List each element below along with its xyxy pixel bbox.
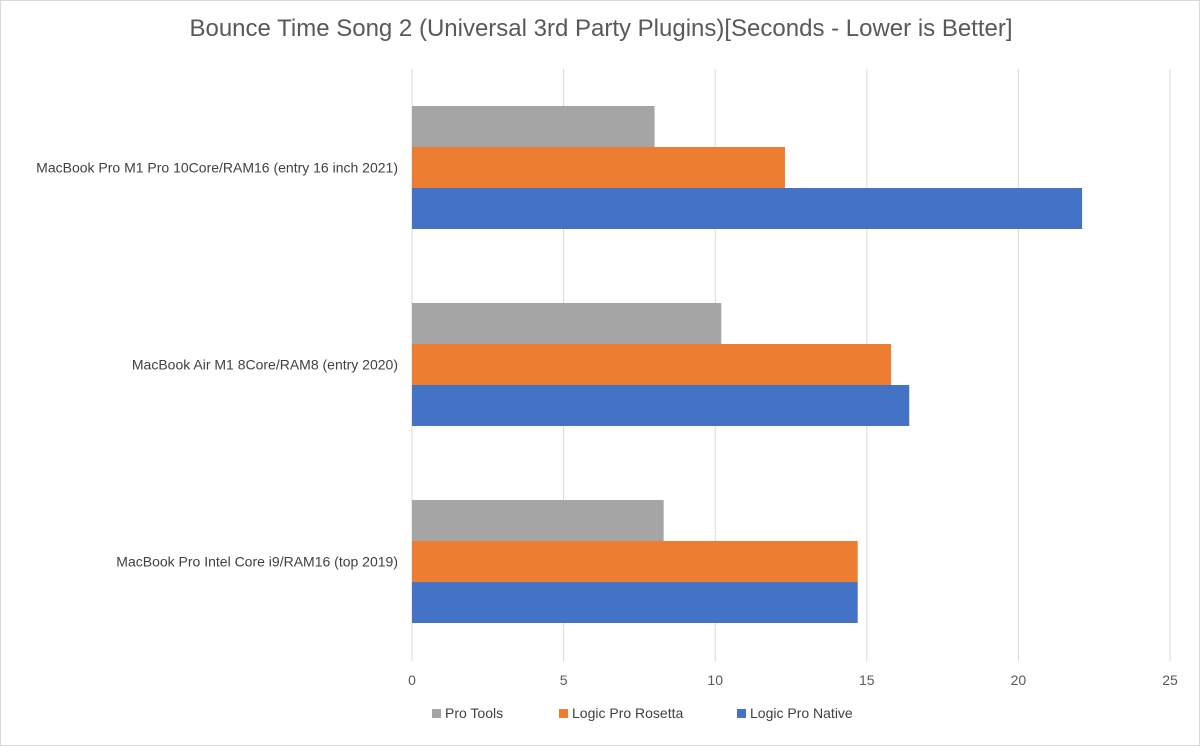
x-tick-label: 5 (560, 672, 568, 688)
bars (412, 106, 1083, 623)
x-tick-label: 20 (1011, 672, 1027, 688)
category-label: MacBook Pro Intel Core i9/RAM16 (top 201… (116, 554, 398, 570)
bar (412, 385, 910, 426)
legend-label: Pro Tools (445, 705, 503, 721)
bar (412, 582, 858, 623)
bar (412, 147, 785, 188)
legend: Pro Tools Logic Pro Rosetta Logic Pro Nati… (432, 705, 853, 721)
bar (412, 344, 892, 385)
chart-title: Bounce Time Song 2 (Universal 3rd Party … (189, 15, 1013, 42)
category-label: MacBook Pro M1 Pro 10Core/RAM16 (entry 1… (36, 160, 398, 176)
legend-label: Logic Pro Native (750, 705, 853, 721)
x-tick-label: 0 (408, 672, 416, 688)
x-tick-label: 25 (1162, 672, 1178, 688)
bar (412, 106, 655, 147)
bar (412, 541, 858, 582)
bar (412, 500, 664, 541)
x-tick-label: 10 (707, 672, 723, 688)
bar (412, 188, 1083, 229)
x-axis-tick-labels: 0 5 10 15 20 25 (408, 672, 1178, 688)
legend-swatch (559, 709, 568, 718)
category-label: MacBook Air M1 8Core/RAM8 (entry 2020) (132, 357, 398, 373)
legend-label: Logic Pro Rosetta (572, 705, 683, 721)
x-tick-label: 15 (859, 672, 875, 688)
category-labels: MacBook Pro M1 Pro 10Core/RAM16 (entry 1… (36, 160, 398, 570)
legend-swatch (737, 709, 746, 718)
bar (412, 303, 722, 344)
legend-swatch (432, 709, 441, 718)
